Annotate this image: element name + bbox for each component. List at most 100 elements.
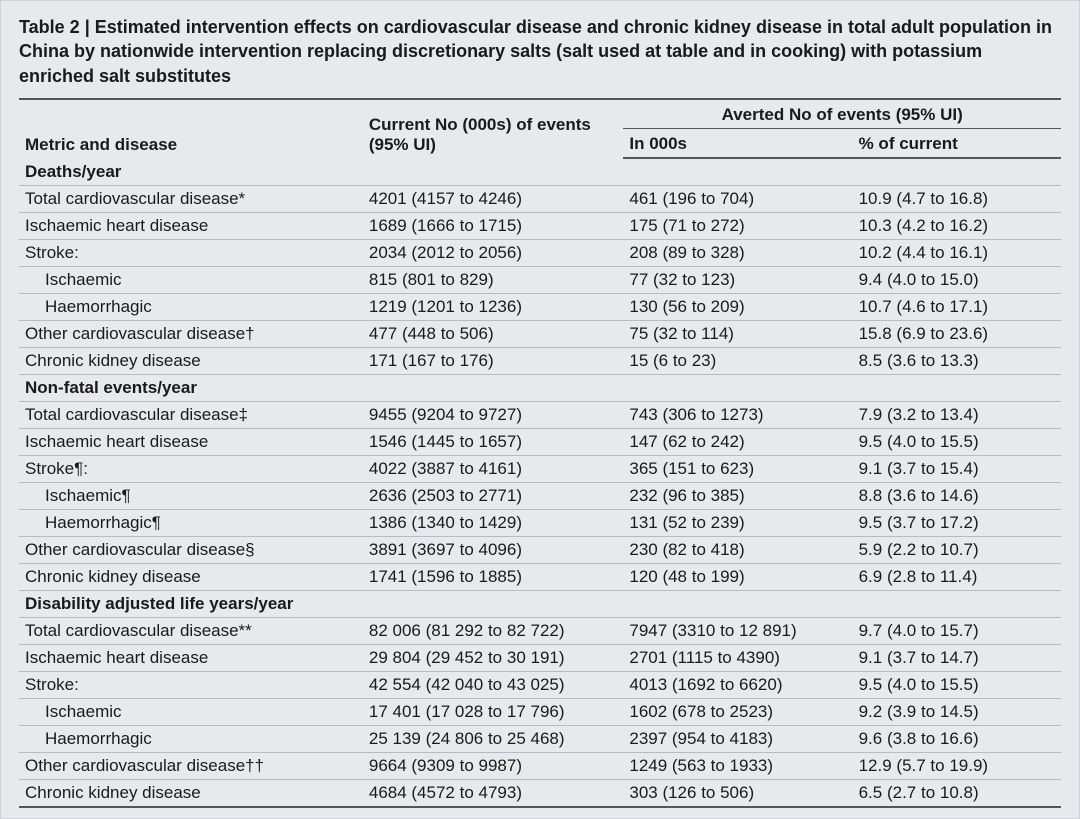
cell-averted-pct: 10.3 (4.2 to 16.2) xyxy=(853,212,1061,239)
cell-current: 2034 (2012 to 2056) xyxy=(363,239,624,266)
cell-current: 171 (167 to 176) xyxy=(363,347,624,374)
table-row: Ischaemic heart disease29 804 (29 452 to… xyxy=(19,644,1061,671)
header-averted-group: Averted No of events (95% UI) xyxy=(623,99,1061,129)
cell-averted-000s: 232 (96 to 385) xyxy=(623,482,852,509)
cell-metric: Stroke: xyxy=(19,239,363,266)
header-averted-pct: % of current xyxy=(853,128,1061,158)
cell-current: 1386 (1340 to 1429) xyxy=(363,509,624,536)
header-averted-000s: In 000s xyxy=(623,128,852,158)
table-row: Haemorrhagic1219 (1201 to 1236)130 (56 t… xyxy=(19,293,1061,320)
cell-averted-pct: 9.7 (4.0 to 15.7) xyxy=(853,617,1061,644)
table-row: Haemorrhagic¶1386 (1340 to 1429)131 (52 … xyxy=(19,509,1061,536)
cell-averted-000s: 208 (89 to 328) xyxy=(623,239,852,266)
table-row: Chronic kidney disease171 (167 to 176)15… xyxy=(19,347,1061,374)
cell-metric: Total cardiovascular disease‡ xyxy=(19,401,363,428)
cell-averted-pct: 15.8 (6.9 to 23.6) xyxy=(853,320,1061,347)
cell-current: 815 (801 to 829) xyxy=(363,266,624,293)
cell-averted-pct: 7.9 (3.2 to 13.4) xyxy=(853,401,1061,428)
cell-metric: Chronic kidney disease xyxy=(19,563,363,590)
table-row: Other cardiovascular disease††9664 (9309… xyxy=(19,752,1061,779)
cell-current: 9664 (9309 to 9987) xyxy=(363,752,624,779)
table-row: Stroke:2034 (2012 to 2056)208 (89 to 328… xyxy=(19,239,1061,266)
cell-metric: Ischaemic heart disease xyxy=(19,644,363,671)
table-row: Other cardiovascular disease†477 (448 to… xyxy=(19,320,1061,347)
cell-current: 1689 (1666 to 1715) xyxy=(363,212,624,239)
cell-averted-pct: 8.8 (3.6 to 14.6) xyxy=(853,482,1061,509)
table-row: Total cardiovascular disease**82 006 (81… xyxy=(19,617,1061,644)
header-row-1: Metric and disease Current No (000s) of … xyxy=(19,99,1061,129)
table-row: Ischaemic815 (801 to 829)77 (32 to 123)9… xyxy=(19,266,1061,293)
cell-averted-pct: 9.4 (4.0 to 15.0) xyxy=(853,266,1061,293)
cell-current: 1219 (1201 to 1236) xyxy=(363,293,624,320)
table-row: Other cardiovascular disease§3891 (3697 … xyxy=(19,536,1061,563)
table-row: Ischaemic¶2636 (2503 to 2771)232 (96 to … xyxy=(19,482,1061,509)
cell-averted-000s: 4013 (1692 to 6620) xyxy=(623,671,852,698)
cell-averted-000s: 75 (32 to 114) xyxy=(623,320,852,347)
cell-metric: Other cardiovascular disease†† xyxy=(19,752,363,779)
table-row: Haemorrhagic25 139 (24 806 to 25 468)239… xyxy=(19,725,1061,752)
table-row: Ischaemic17 401 (17 028 to 17 796)1602 (… xyxy=(19,698,1061,725)
table-row: Stroke:42 554 (42 040 to 43 025)4013 (16… xyxy=(19,671,1061,698)
cell-metric: Haemorrhagic xyxy=(19,725,363,752)
table-row: Total cardiovascular disease*4201 (4157 … xyxy=(19,185,1061,212)
cell-averted-pct: 6.9 (2.8 to 11.4) xyxy=(853,563,1061,590)
cell-averted-000s: 303 (126 to 506) xyxy=(623,779,852,807)
cell-metric: Haemorrhagic xyxy=(19,293,363,320)
cell-averted-pct: 6.5 (2.7 to 10.8) xyxy=(853,779,1061,807)
section-title: Non-fatal events/year xyxy=(19,374,1061,401)
cell-current: 4684 (4572 to 4793) xyxy=(363,779,624,807)
cell-averted-pct: 9.5 (4.0 to 15.5) xyxy=(853,671,1061,698)
cell-metric: Chronic kidney disease xyxy=(19,779,363,807)
cell-averted-pct: 9.5 (4.0 to 15.5) xyxy=(853,428,1061,455)
data-table: Metric and disease Current No (000s) of … xyxy=(19,98,1061,808)
cell-averted-pct: 10.2 (4.4 to 16.1) xyxy=(853,239,1061,266)
table-head: Metric and disease Current No (000s) of … xyxy=(19,99,1061,158)
table-row: Ischaemic heart disease1546 (1445 to 165… xyxy=(19,428,1061,455)
table-caption: Table 2 | Estimated intervention effects… xyxy=(19,15,1061,98)
table2-container: Table 2 | Estimated intervention effects… xyxy=(0,0,1080,819)
cell-averted-000s: 147 (62 to 242) xyxy=(623,428,852,455)
table-row: Ischaemic heart disease1689 (1666 to 171… xyxy=(19,212,1061,239)
cell-averted-pct: 10.9 (4.7 to 16.8) xyxy=(853,185,1061,212)
cell-current: 477 (448 to 506) xyxy=(363,320,624,347)
section-row: Deaths/year xyxy=(19,158,1061,186)
cell-metric: Other cardiovascular disease† xyxy=(19,320,363,347)
header-metric: Metric and disease xyxy=(19,99,363,158)
cell-averted-pct: 10.7 (4.6 to 17.1) xyxy=(853,293,1061,320)
cell-averted-000s: 2397 (954 to 4183) xyxy=(623,725,852,752)
cell-current: 29 804 (29 452 to 30 191) xyxy=(363,644,624,671)
cell-averted-000s: 2701 (1115 to 4390) xyxy=(623,644,852,671)
cell-metric: Ischaemic xyxy=(19,698,363,725)
cell-current: 3891 (3697 to 4096) xyxy=(363,536,624,563)
section-row: Non-fatal events/year xyxy=(19,374,1061,401)
cell-averted-000s: 77 (32 to 123) xyxy=(623,266,852,293)
cell-metric: Ischaemic heart disease xyxy=(19,428,363,455)
section-title: Deaths/year xyxy=(19,158,1061,186)
cell-averted-000s: 743 (306 to 1273) xyxy=(623,401,852,428)
cell-averted-000s: 175 (71 to 272) xyxy=(623,212,852,239)
cell-metric: Total cardiovascular disease** xyxy=(19,617,363,644)
cell-metric: Ischaemic xyxy=(19,266,363,293)
cell-averted-pct: 9.1 (3.7 to 14.7) xyxy=(853,644,1061,671)
table-row: Chronic kidney disease1741 (1596 to 1885… xyxy=(19,563,1061,590)
cell-averted-000s: 131 (52 to 239) xyxy=(623,509,852,536)
cell-averted-000s: 1249 (563 to 1933) xyxy=(623,752,852,779)
cell-averted-000s: 365 (151 to 623) xyxy=(623,455,852,482)
cell-metric: Haemorrhagic¶ xyxy=(19,509,363,536)
cell-averted-pct: 9.5 (3.7 to 17.2) xyxy=(853,509,1061,536)
cell-current: 17 401 (17 028 to 17 796) xyxy=(363,698,624,725)
cell-averted-pct: 9.2 (3.9 to 14.5) xyxy=(853,698,1061,725)
cell-current: 4022 (3887 to 4161) xyxy=(363,455,624,482)
cell-current: 2636 (2503 to 2771) xyxy=(363,482,624,509)
cell-averted-000s: 1602 (678 to 2523) xyxy=(623,698,852,725)
cell-current: 42 554 (42 040 to 43 025) xyxy=(363,671,624,698)
cell-current: 1546 (1445 to 1657) xyxy=(363,428,624,455)
cell-metric: Chronic kidney disease xyxy=(19,347,363,374)
table-row: Total cardiovascular disease‡9455 (9204 … xyxy=(19,401,1061,428)
cell-metric: Other cardiovascular disease§ xyxy=(19,536,363,563)
cell-averted-000s: 461 (196 to 704) xyxy=(623,185,852,212)
cell-averted-000s: 120 (48 to 199) xyxy=(623,563,852,590)
cell-averted-pct: 9.6 (3.8 to 16.6) xyxy=(853,725,1061,752)
table-body: Deaths/yearTotal cardiovascular disease*… xyxy=(19,158,1061,807)
header-current: Current No (000s) of events (95% UI) xyxy=(363,99,624,158)
